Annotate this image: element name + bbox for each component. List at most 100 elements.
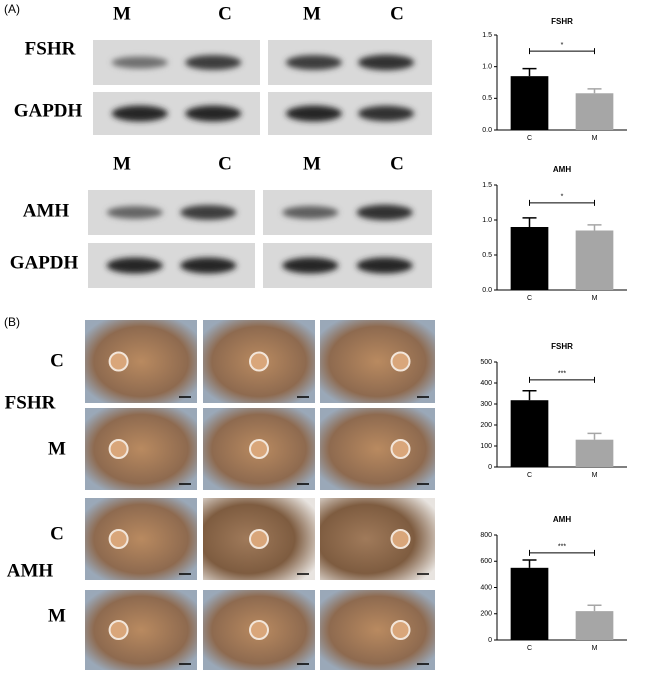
bar (575, 439, 614, 467)
oocyte (249, 529, 269, 549)
x-tick-label: C (527, 295, 532, 302)
ihc-image (85, 320, 197, 403)
chart-title: AMH (553, 515, 571, 524)
band (282, 206, 339, 219)
band (356, 257, 413, 274)
ihc-label: FSHR (5, 392, 56, 413)
oocyte (390, 351, 411, 372)
band (185, 105, 242, 122)
ihc-image (320, 498, 435, 580)
error-bar (522, 217, 537, 227)
oocyte (108, 351, 129, 372)
significance-bracket (529, 199, 595, 206)
ihc-image (320, 320, 435, 403)
significance-bracket (529, 48, 595, 55)
oocyte (390, 620, 411, 640)
x-tick-label: C (527, 135, 532, 142)
error-bar (522, 67, 537, 77)
ihc-label: M (48, 605, 66, 626)
y-tick-label: 1.0 (482, 217, 492, 224)
x-tick-label: M (592, 472, 598, 479)
panel-label: (A) (4, 2, 20, 16)
y-tick-label: 600 (480, 558, 492, 565)
ihc-image (85, 498, 197, 580)
chart-title: FSHR (551, 342, 573, 351)
lane-label: C (390, 153, 404, 174)
lane-label: C (218, 3, 232, 24)
oocyte (108, 529, 129, 549)
y-tick-label: 0.0 (482, 287, 492, 294)
ihc-image (85, 408, 197, 490)
panel-label: (B) (4, 315, 20, 329)
x-tick-label: C (527, 645, 532, 652)
band (180, 205, 237, 220)
error-bar (587, 604, 602, 612)
y-tick-label: 500 (480, 359, 492, 366)
ihc-label: C (50, 350, 64, 371)
bar (575, 230, 614, 290)
lane-label: C (218, 153, 232, 174)
oocyte (390, 439, 411, 459)
y-tick-label: 300 (480, 401, 492, 408)
bar (575, 611, 614, 640)
ihc-image (320, 408, 435, 490)
oocyte (249, 620, 269, 640)
blot-row-label: GAPDH (14, 100, 83, 121)
ihc-label: C (50, 523, 64, 544)
significance-label: * (561, 194, 564, 201)
y-tick-label: 0 (488, 637, 492, 644)
band (356, 204, 413, 221)
significance-bracket (529, 549, 595, 556)
x-tick-label: M (592, 295, 598, 302)
band (285, 105, 342, 122)
y-tick-label: 1.5 (482, 32, 492, 39)
bar (510, 76, 549, 130)
chart-title: FSHR (551, 17, 573, 26)
band (282, 257, 339, 274)
ihc-label: M (48, 438, 66, 459)
x-tick-label: M (592, 645, 598, 652)
blot-row-label: AMH (23, 200, 70, 221)
y-tick-label: 400 (480, 584, 492, 591)
error-bar (587, 88, 602, 94)
lane-label: M (113, 3, 131, 24)
band (285, 55, 342, 70)
y-tick-label: 200 (480, 611, 492, 618)
y-tick-label: 0 (488, 464, 492, 471)
lane-label: M (303, 153, 321, 174)
significance-label: * (561, 42, 564, 49)
band (180, 257, 237, 274)
band (106, 257, 163, 274)
lane-label: C (390, 3, 404, 24)
ihc-label: AMH (7, 560, 54, 581)
band (106, 206, 163, 219)
error-bar (587, 224, 602, 231)
bar (510, 567, 549, 640)
x-tick-label: C (527, 472, 532, 479)
oocyte (108, 439, 129, 459)
ihc-image (320, 590, 435, 670)
oocyte (249, 439, 269, 459)
bar (510, 400, 549, 467)
y-tick-label: 0.0 (482, 127, 492, 134)
band (185, 55, 242, 70)
bar (575, 93, 614, 130)
lane-label: M (113, 153, 131, 174)
chart-title: AMH (553, 165, 571, 174)
y-tick-label: 0.5 (482, 95, 492, 102)
oocyte (108, 620, 129, 640)
lane-label: M (303, 3, 321, 24)
ihc-images (85, 320, 435, 670)
band (358, 105, 415, 122)
error-bar (522, 390, 537, 401)
error-bar (587, 432, 602, 440)
y-tick-label: 400 (480, 380, 492, 387)
y-tick-label: 100 (480, 443, 492, 450)
ihc-image (85, 590, 197, 670)
significance-bracket (529, 376, 595, 383)
significance-label: *** (558, 371, 566, 378)
oocyte (249, 351, 269, 372)
blots (88, 40, 432, 288)
y-tick-label: 0.5 (482, 252, 492, 259)
